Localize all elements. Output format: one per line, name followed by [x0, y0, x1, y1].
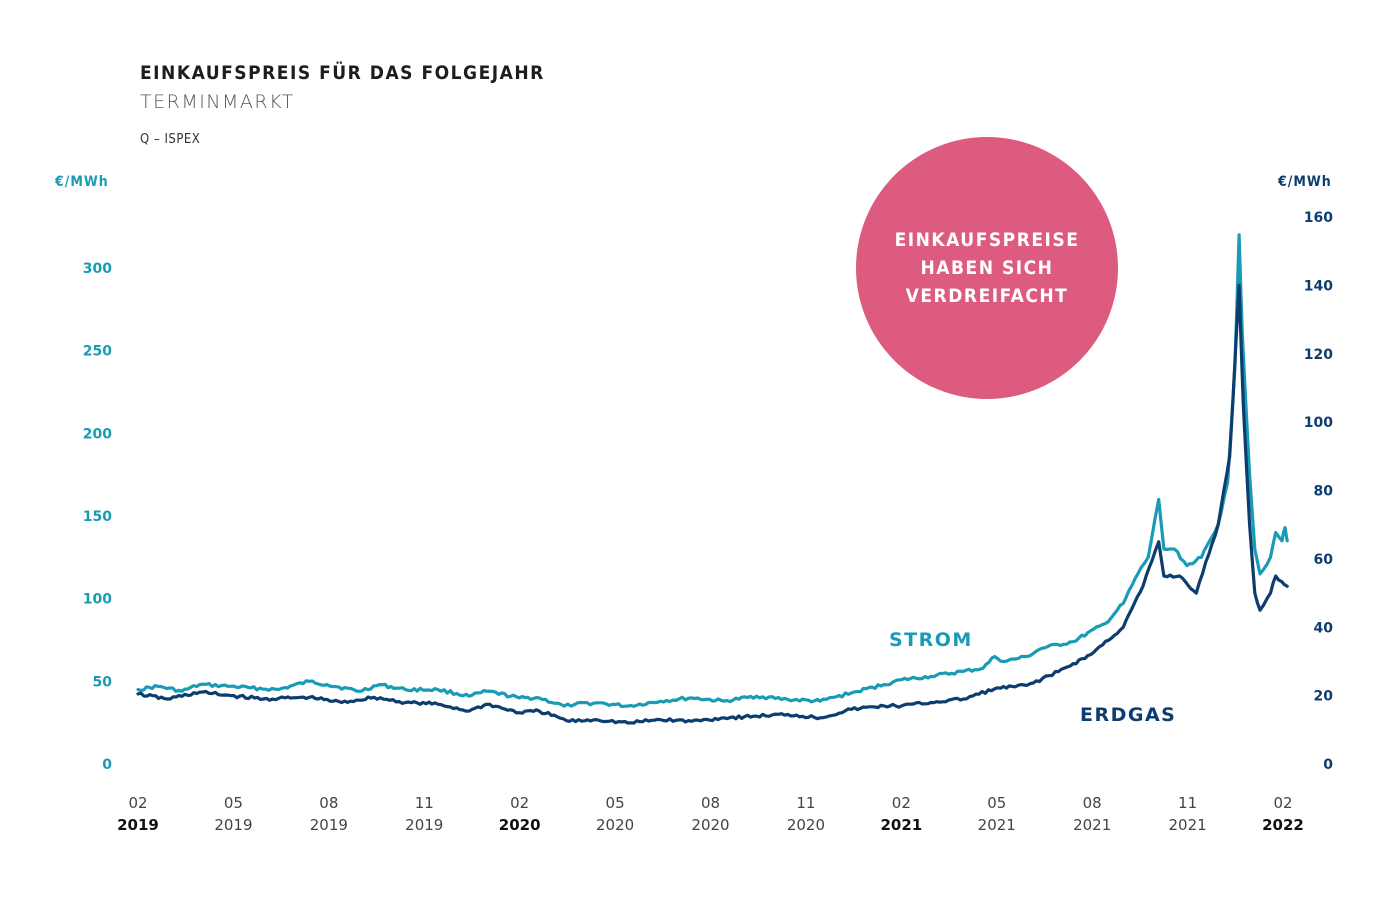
x-tick-year: 2021 [1168, 816, 1206, 834]
x-tick-month: 05 [224, 794, 243, 812]
y-right-tick-label: 0 [1323, 757, 1333, 773]
x-tick-year: 2020 [691, 816, 729, 834]
series-label-strom: STROM [889, 629, 973, 651]
x-tick-month: 02 [1273, 794, 1292, 812]
x-tick-year: 2020 [499, 816, 541, 834]
x-tick-month: 05 [987, 794, 1006, 812]
x-tick-year: 2021 [880, 816, 922, 834]
y-right-tick-label: 60 [1314, 552, 1334, 568]
y-right-unit-label: €/MWh [1278, 174, 1332, 190]
x-tick-month: 08 [701, 794, 720, 812]
x-tick-month: 08 [319, 794, 338, 812]
y-left-tick-label: 250 [83, 344, 112, 360]
series-line-erdgas [136, 283, 1289, 725]
callout-line-1: EINKAUFSPREISE [894, 229, 1080, 251]
x-tick-month: 05 [606, 794, 625, 812]
callout-line-3: VERDREIFACHT [905, 285, 1069, 307]
y-left-tick-label: 0 [102, 757, 112, 773]
x-tick-year: 2019 [310, 816, 348, 834]
series-label-erdgas: ERDGAS [1080, 704, 1176, 726]
chart-subtitle: TERMINMARKT [140, 91, 295, 113]
x-tick-year: 2021 [1073, 816, 1111, 834]
y-right-tick-label: 140 [1304, 278, 1333, 294]
callout-bubble: EINKAUFSPREISE HABEN SICH VERDREIFACHT [856, 137, 1118, 399]
series-line-strom [136, 233, 1289, 709]
y-left-tick-label: 200 [83, 426, 112, 442]
x-tick-month: 11 [1178, 794, 1197, 812]
y-right-tick-label: 120 [1304, 347, 1333, 363]
x-tick-month: 11 [415, 794, 434, 812]
x-tick-month: 02 [892, 794, 911, 812]
y-left-tick-label: 300 [83, 261, 112, 277]
x-tick-year: 2020 [787, 816, 825, 834]
x-tick-year: 2020 [596, 816, 634, 834]
chart-source: Q – ISPEX [140, 132, 201, 147]
x-tick-year: 2019 [405, 816, 443, 834]
x-tick-month: 02 [510, 794, 529, 812]
y-left-tick-label: 100 [83, 592, 112, 608]
y-left-tick-label: 50 [93, 674, 113, 690]
x-tick-month: 08 [1083, 794, 1102, 812]
chart-title: EINKAUFSPREIS FÜR DAS FOLGEJAHR [140, 62, 545, 84]
callout-line-2: HABEN SICH [920, 257, 1054, 279]
y-right-tick-label: 20 [1314, 689, 1334, 705]
x-tick-year: 2019 [117, 816, 159, 834]
x-tick-year: 2021 [978, 816, 1016, 834]
x-tick-year: 2019 [214, 816, 252, 834]
y-right-tick-label: 160 [1304, 210, 1333, 226]
y-right-tick-label: 40 [1314, 620, 1334, 636]
x-tick-month: 11 [796, 794, 815, 812]
y-left-tick-label: 150 [83, 509, 112, 525]
y-right-tick-label: 100 [1304, 415, 1333, 431]
y-left-unit-label: €/MWh [55, 174, 109, 190]
y-right-tick-label: 80 [1314, 484, 1334, 500]
x-tick-month: 02 [128, 794, 147, 812]
x-tick-year: 2022 [1262, 816, 1304, 834]
